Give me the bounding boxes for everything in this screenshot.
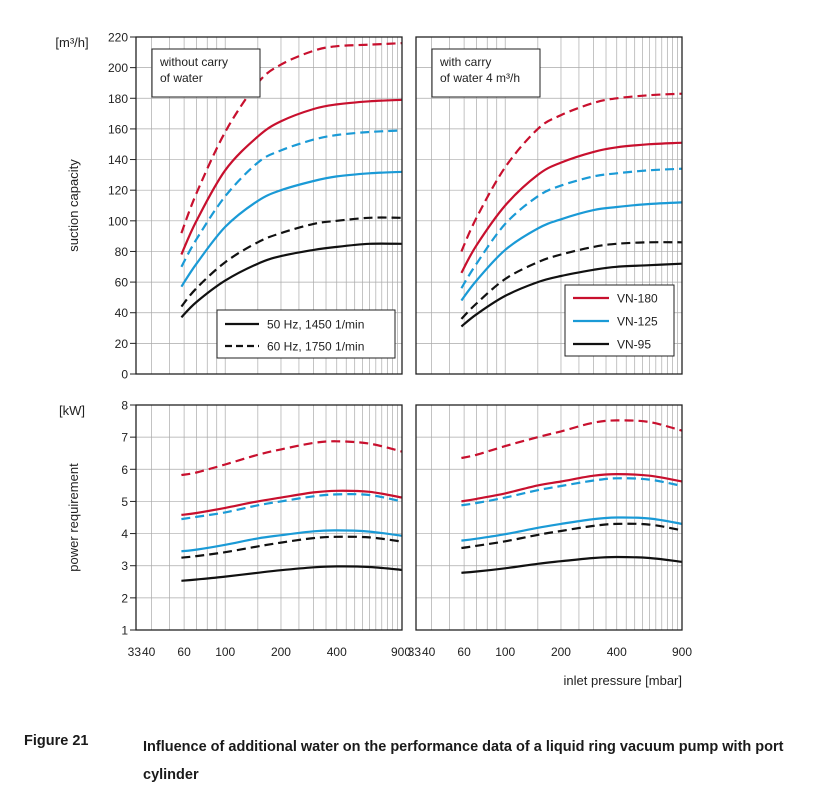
plot-frame: [415, 36, 683, 375]
series-line-vn-95-60hz: [460, 241, 683, 320]
series-line-vn-125-50hz: [181, 529, 403, 553]
series-line-vn-180-60hz: [460, 92, 683, 252]
x-tick-label: 200: [271, 645, 291, 659]
y-tick-label: 0: [121, 368, 128, 382]
x-tick-label: 400: [327, 645, 347, 659]
figure-label: Figure 21: [24, 733, 89, 749]
chart-panel-bottom-right: 33 40 60 100 200 400 900 inlet pressure [mbar]: [408, 404, 692, 688]
y-tick-label: 5: [121, 495, 128, 509]
series-line-vn-180-50hz: [461, 472, 683, 503]
x-tick-label: 100: [215, 645, 235, 659]
y-tick-label: 3: [121, 559, 128, 573]
series-line-vn-180-50hz: [180, 98, 403, 255]
annotation-text: of water 4 m³/h: [440, 71, 520, 85]
pump-legend-label: VN-125: [617, 315, 658, 329]
y-tick-label: 200: [108, 61, 128, 75]
performance-chart: 020406080100120140160180200220[m³/h]suct…: [55, 31, 692, 689]
x-tick-label: 40: [422, 645, 436, 659]
annotation-box: [431, 48, 541, 98]
pump-legend-label: VN-180: [617, 292, 658, 306]
y-tick-label: 80: [115, 245, 129, 259]
x-tick-label: 33: [128, 645, 142, 659]
y-axis-unit: [m³/h]: [55, 35, 88, 50]
series-line-vn-95-60hz: [461, 522, 683, 550]
series-line-vn-180-60hz: [180, 42, 403, 234]
series-line-vn-95-50hz: [461, 555, 683, 574]
y-tick-label: 6: [121, 463, 128, 477]
frequency-legend-label: 50 Hz, 1450 1/min: [267, 318, 364, 332]
y-axis-label: suction capacity: [66, 159, 81, 252]
series-line-vn-125-50hz: [460, 201, 683, 302]
series-line-vn-95-60hz: [180, 216, 403, 308]
plot-frame: [415, 404, 683, 631]
y-tick-label: 8: [121, 399, 128, 413]
x-tick-label: 40: [142, 645, 156, 659]
series-line-vn-95-50hz: [460, 262, 683, 328]
figure-caption-text: Influence of additional water on the per…: [143, 739, 784, 783]
x-tick-label: 900: [672, 645, 692, 659]
frequency-legend-label: 60 Hz, 1750 1/min: [267, 340, 364, 354]
frequency-legend-box: [216, 309, 396, 359]
y-axis-label: power requirement: [66, 463, 81, 572]
x-tick-label: 33: [408, 645, 422, 659]
series-line-vn-180-60hz: [181, 440, 403, 477]
series-line-vn-125-60hz: [461, 477, 683, 507]
x-tick-label: 60: [177, 645, 191, 659]
series-line-vn-180-50hz: [181, 489, 403, 516]
y-tick-label: 160: [108, 122, 128, 136]
series-line-vn-125-50hz: [180, 170, 403, 288]
pump-legend-label: VN-95: [617, 338, 651, 352]
plot-frame: [135, 36, 403, 375]
series-line-vn-125-60hz: [180, 129, 403, 268]
annotation-text: without carry: [159, 55, 228, 69]
y-axis-unit: [kW]: [59, 403, 85, 418]
y-tick-label: 4: [121, 527, 128, 541]
annotation-box: [151, 48, 261, 98]
series-line-vn-95-50hz: [181, 565, 403, 582]
y-tick-label: 1: [121, 624, 128, 638]
x-tick-label: 60: [457, 645, 471, 659]
x-tick-label: 200: [551, 645, 571, 659]
figure-caption: Figure 21 Influence of additional water …: [0, 727, 831, 792]
series-line-vn-125-60hz: [460, 167, 683, 289]
series-line-vn-125-60hz: [181, 493, 403, 521]
y-tick-label: 220: [108, 31, 128, 45]
x-tick-label: 100: [495, 645, 515, 659]
x-axis-label: inlet pressure [mbar]: [564, 673, 683, 688]
y-tick-label: 7: [121, 431, 128, 445]
x-tick-label: 400: [607, 645, 627, 659]
y-tick-label: 2: [121, 591, 128, 605]
y-tick-label: 40: [115, 306, 129, 320]
y-tick-label: 180: [108, 92, 128, 106]
pump-legend: VN-180 VN-125 VN-95: [564, 284, 675, 357]
y-tick-label: 20: [115, 337, 129, 351]
y-tick-label: 60: [115, 276, 129, 290]
series-line-vn-180-60hz: [461, 419, 683, 460]
x-tick-label: 900: [391, 645, 411, 659]
y-tick-label: 100: [108, 214, 128, 228]
series-line-vn-125-50hz: [461, 516, 683, 542]
frequency-legend: 50 Hz, 1450 1/min 60 Hz, 1750 1/min: [216, 309, 396, 359]
series-line-vn-95-60hz: [181, 535, 403, 559]
annotation-text: of water: [160, 71, 203, 85]
series-line-vn-180-50hz: [460, 141, 683, 274]
chart-panel-top-right: with carry of water 4 m³/h: [415, 36, 683, 375]
series-line-vn-95-50hz: [180, 242, 403, 319]
annotation-text: with carry: [439, 55, 491, 69]
chart-panel-bottom-left: 1 2 3 4 5 6 7 8 [kW] power requirement 33 40 60 100 20…: [59, 399, 411, 660]
y-tick-label: 120: [108, 184, 128, 198]
y-tick-label: 140: [108, 153, 128, 167]
plot-frame: [135, 404, 403, 631]
